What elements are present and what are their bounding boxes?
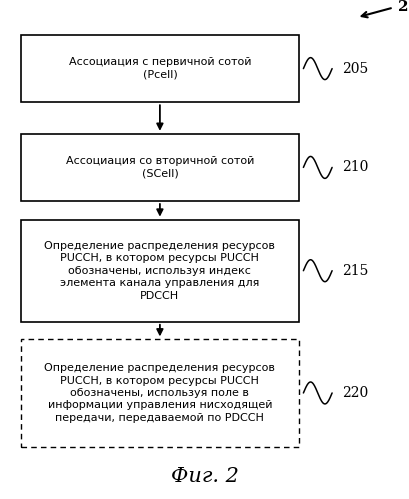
Text: 215: 215 [342, 263, 368, 278]
FancyBboxPatch shape [20, 220, 299, 322]
Text: 200: 200 [397, 0, 409, 14]
Text: 220: 220 [342, 386, 368, 400]
FancyBboxPatch shape [20, 339, 299, 447]
FancyBboxPatch shape [20, 35, 299, 102]
Text: Определение распределения ресурсов
PUCCH, в котором ресурсы PUCCH
обозначены, ис: Определение распределения ресурсов PUCCH… [44, 241, 275, 300]
Text: Ассоциация со вторичной сотой
(SCell): Ассоциация со вторичной сотой (SCell) [65, 156, 254, 179]
Text: 205: 205 [342, 61, 368, 76]
FancyBboxPatch shape [20, 134, 299, 201]
Text: Определение распределения ресурсов
PUCCH, в котором ресурсы PUCCH
обозначены, ис: Определение распределения ресурсов PUCCH… [44, 363, 275, 423]
Text: Ассоциация с первичной сотой
(Pcell): Ассоциация с первичной сотой (Pcell) [68, 57, 251, 80]
Text: 210: 210 [342, 160, 368, 175]
Text: Фиг. 2: Фиг. 2 [171, 467, 238, 486]
